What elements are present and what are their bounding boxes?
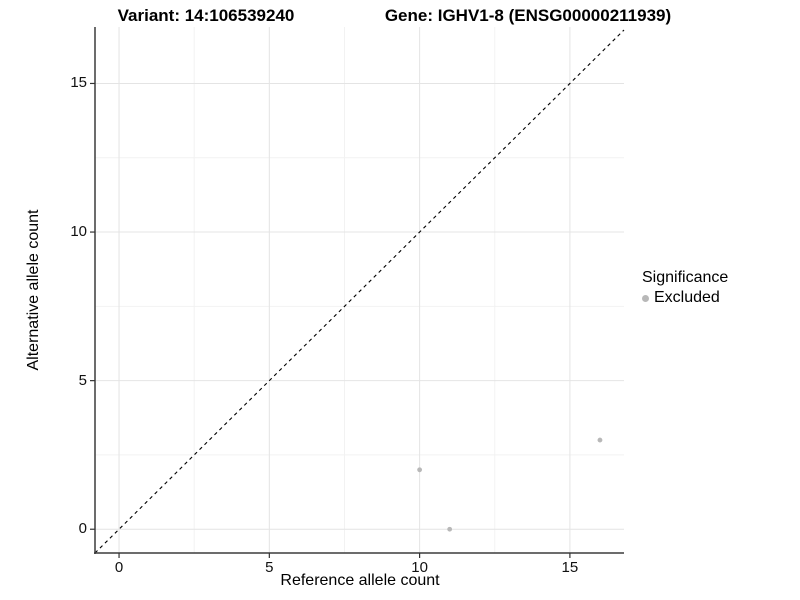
data-point — [447, 526, 453, 532]
x-tick-label: 0 — [114, 559, 124, 576]
x-tick-label: 15 — [561, 559, 579, 576]
x-tick-label: 10 — [411, 559, 428, 576]
legend: Significance Excluded — [642, 268, 728, 307]
x-tick-label: 5 — [265, 559, 274, 576]
identity-line — [94, 29, 625, 554]
gene-title: Gene: IGHV1-8 (ENSG00000211939) — [384, 6, 672, 25]
x-axis-title: Reference allele count — [280, 572, 440, 589]
legend-key-dot-icon — [642, 294, 649, 302]
y-tick-label: 5 — [78, 371, 87, 389]
data-point — [597, 437, 603, 443]
legend-item: Excluded — [642, 289, 728, 307]
y-tick-label: 15 — [70, 74, 87, 92]
legend-item-label: Excluded — [654, 289, 720, 306]
y-tick-label: 10 — [70, 223, 87, 241]
legend-items: Excluded — [642, 289, 728, 307]
data-point — [417, 467, 423, 473]
y-axis-title: Alternative allele count — [25, 209, 42, 371]
y-tick-label: 0 — [78, 520, 87, 538]
variant-title: Variant: 14:106539240 — [117, 6, 295, 25]
legend-title: Significance — [642, 269, 729, 286]
